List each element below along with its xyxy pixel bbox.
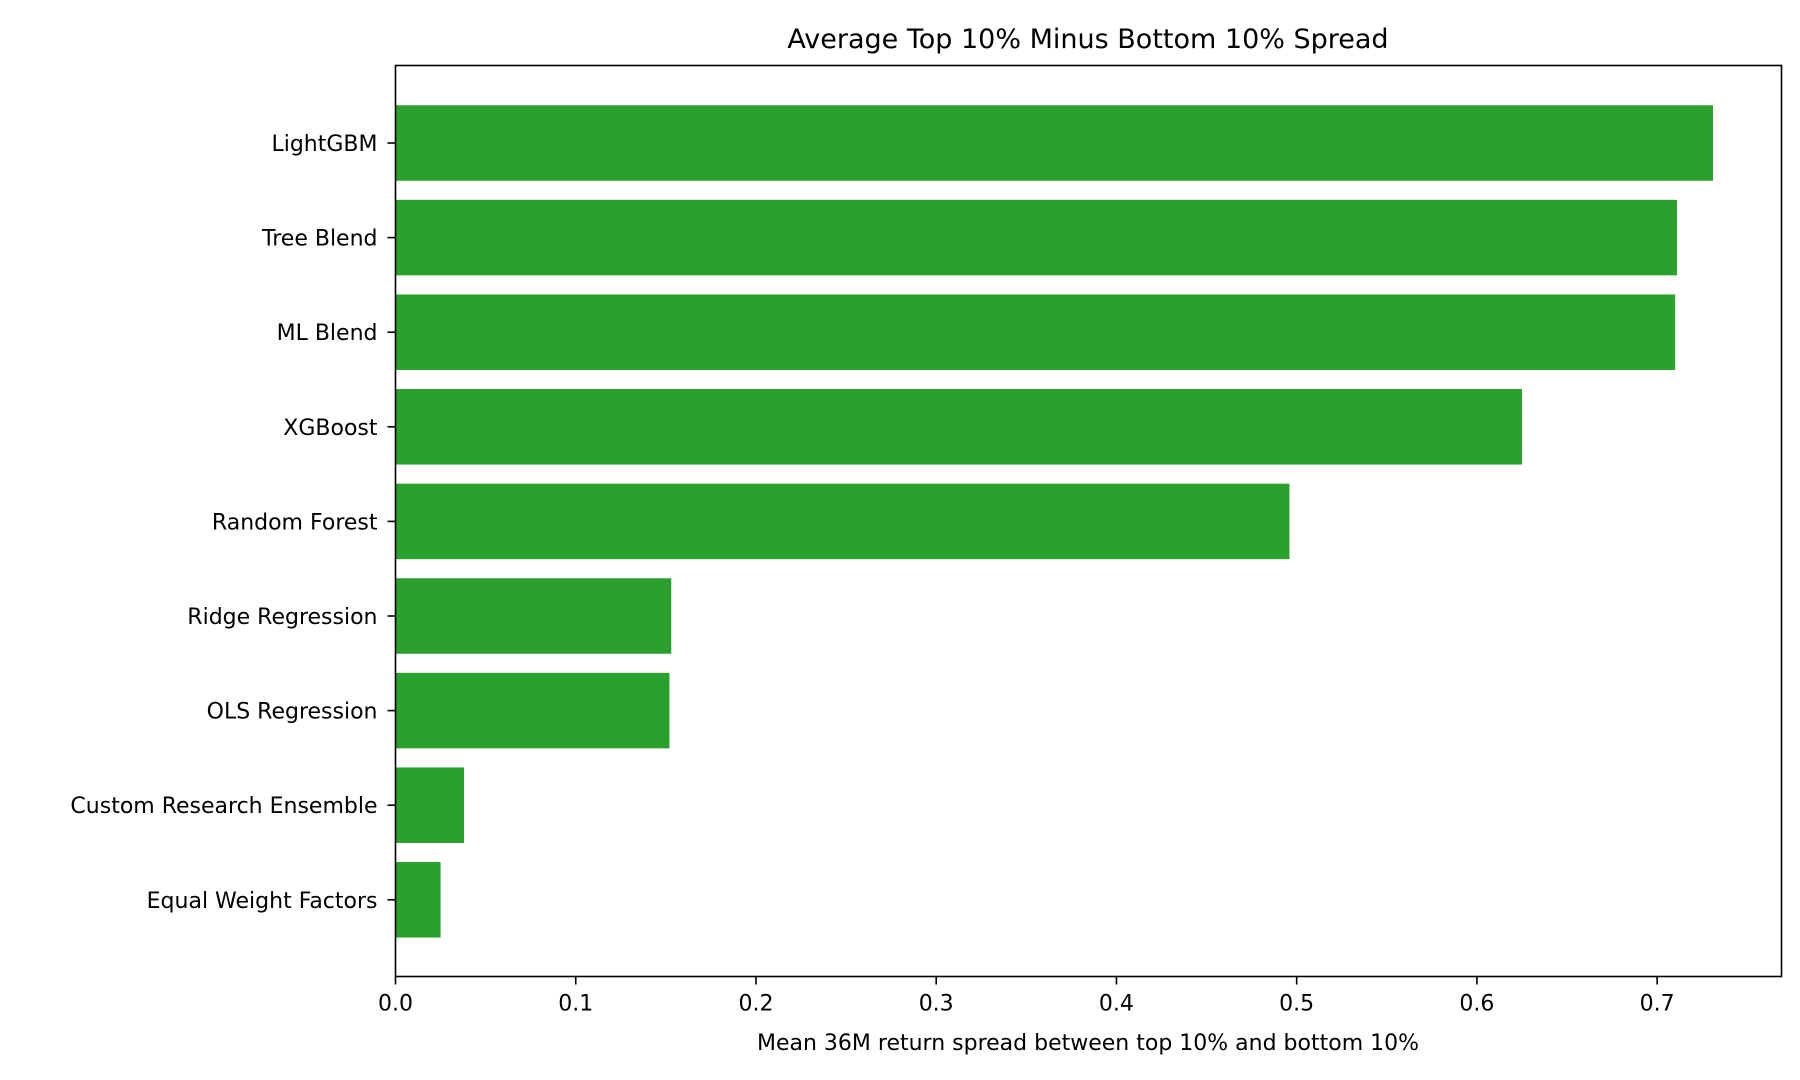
bars-group [395,105,1714,938]
bar-ml-blend [395,294,1676,370]
y-tick-label: Random Forest [212,510,378,535]
x-tick-label: 0.3 [919,992,954,1017]
x-tick-label: 0.4 [1099,992,1134,1017]
x-tick-label: 0.1 [558,992,593,1017]
bar-random-forest [395,483,1290,560]
y-tick-label: Equal Weight Factors [147,889,378,914]
bar-ridge-regression [395,578,672,654]
x-tick-label: 0.7 [1640,992,1675,1017]
bar-equal-weight-factors [395,862,441,938]
y-tick-label: Custom Research Ensemble [70,794,377,819]
x-tick-label: 0.2 [738,992,773,1017]
y-tick-label: LightGBM [271,132,377,157]
x-axis: 0.0 0.1 0.2 0.3 0.4 0.5 0.6 0.7 [378,976,1675,1017]
chart-title: Average Top 10% Minus Bottom 10% Spread [787,24,1388,55]
y-axis: LightGBM Tree Blend ML Blend XGBoost Random … [70,132,396,914]
y-tick-label: ML Blend [277,321,378,346]
y-tick-label: Tree Blend [261,227,377,252]
bar-lightgbm [395,105,1714,181]
bar-custom-research-ensemble [395,767,464,843]
bar-ols-regression [395,672,670,749]
x-axis-label: Mean 36M return spread between top 10% a… [757,1031,1419,1056]
y-tick-label: Ridge Regression [187,605,377,630]
x-tick-label: 0.6 [1459,992,1494,1017]
x-tick-label: 0.0 [378,992,413,1017]
y-tick-label: XGBoost [283,416,378,441]
y-tick-label: OLS Regression [207,700,378,725]
x-tick-label: 0.5 [1279,992,1314,1017]
bar-xgboost [395,389,1522,465]
bar-tree-blend [395,199,1677,276]
